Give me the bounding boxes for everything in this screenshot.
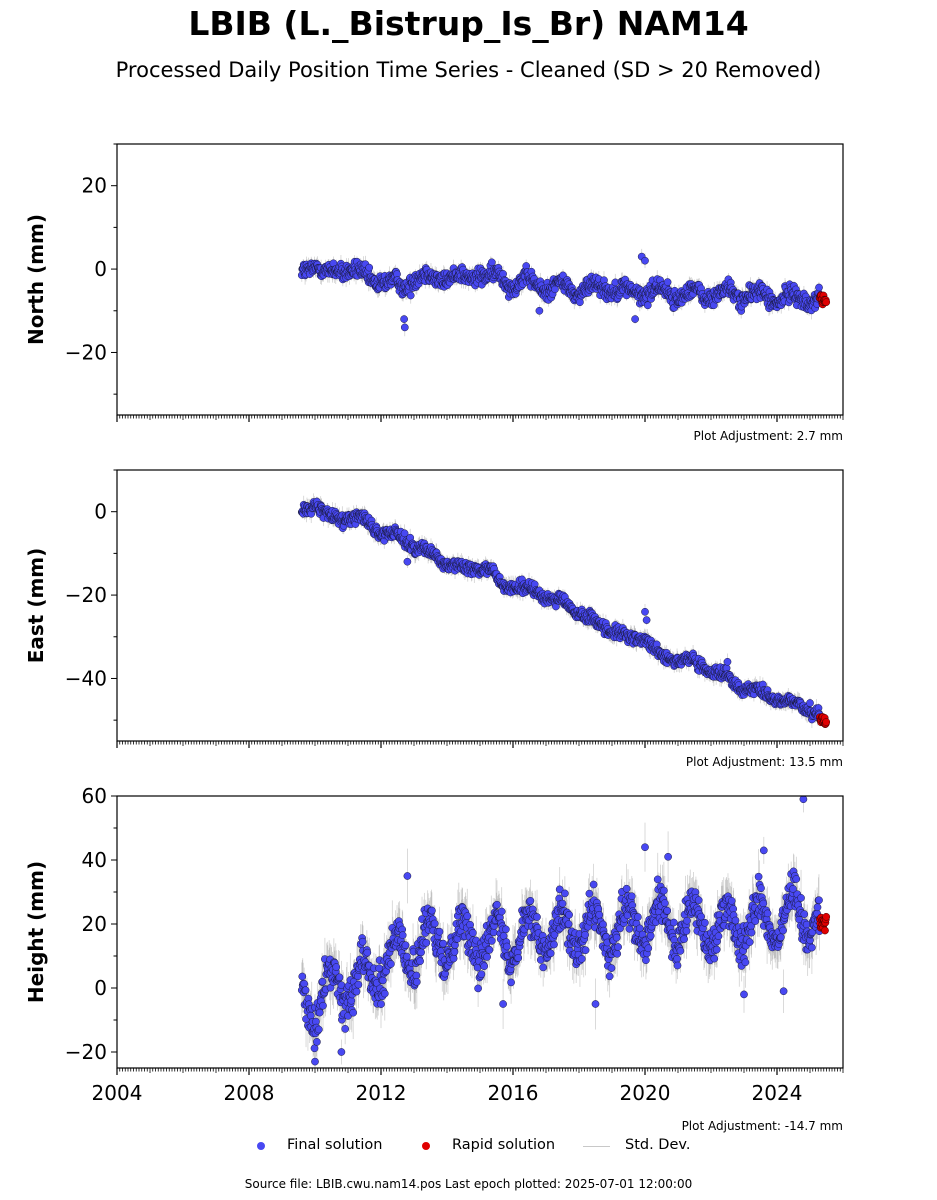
north-y-axis-label: North (mm): [24, 214, 48, 345]
final-point: [535, 306, 544, 315]
final-point: [400, 323, 409, 332]
north-rapid-points: [816, 291, 831, 309]
y-tick-label: −40: [65, 666, 107, 690]
final-point: [663, 278, 672, 286]
final-point: [406, 291, 415, 300]
final-point: [641, 607, 649, 616]
final-point: [403, 557, 412, 566]
y-tick-label: −20: [65, 340, 107, 364]
rapid-point: [822, 718, 831, 726]
final-point: [806, 699, 814, 707]
final-point: [400, 315, 408, 323]
east-rapid-points: [816, 713, 831, 728]
east-final-points: [297, 497, 824, 724]
final-point: [487, 258, 496, 267]
north-final-points: [297, 252, 824, 332]
final-point: [631, 315, 639, 323]
chart-title: LBIB (L._Bistrup_Is_Br) NAM14: [188, 4, 749, 43]
final-point: [365, 263, 374, 272]
final-point: [400, 529, 409, 538]
final-point: [723, 657, 732, 666]
y-tick-label: −20: [65, 583, 107, 607]
north-plot-adjustment: Plot Adjustment: 2.7 mm: [694, 429, 843, 443]
y-tick-label: 0: [94, 500, 107, 524]
chart-subtitle: Processed Daily Position Time Series - C…: [115, 58, 822, 82]
final-point: [642, 616, 651, 624]
y-tick-label: 20: [82, 174, 107, 198]
final-point: [641, 256, 649, 265]
y-tick-label: 0: [94, 257, 107, 281]
final-point: [815, 283, 823, 292]
panel-north: −20 0 20 North (mm) Plot Adjustment: 2.7 mm: [24, 143, 844, 443]
rapid-point: [822, 298, 831, 307]
final-point: [576, 298, 584, 307]
east-axes-frame: [116, 469, 844, 742]
final-point: [643, 301, 652, 310]
